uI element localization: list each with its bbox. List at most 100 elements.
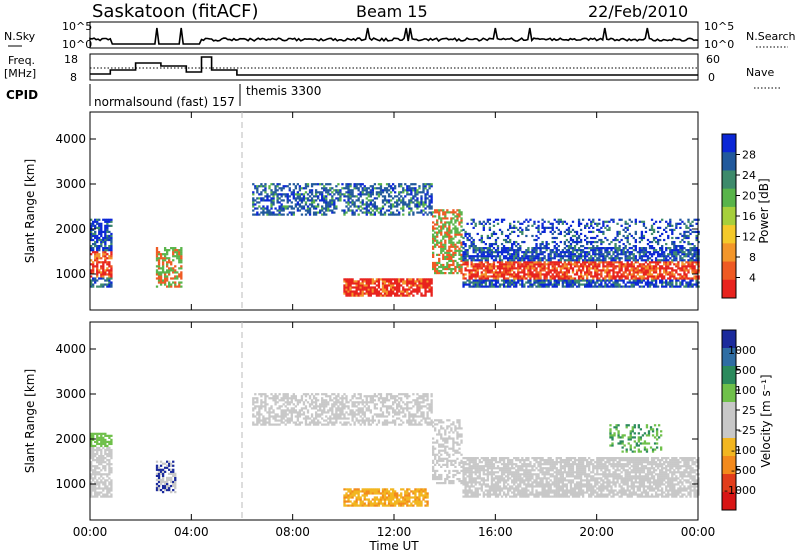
- heatmap-cell: [458, 223, 461, 226]
- heatmap-cell: [351, 290, 354, 293]
- heatmap-cell: [436, 233, 439, 236]
- heatmap-cell: [448, 272, 451, 275]
- heatmap-cell: [422, 209, 425, 212]
- heatmap-cell: [321, 401, 324, 404]
- heatmap-cell: [180, 285, 183, 288]
- heatmap-cell: [159, 468, 163, 471]
- heatmap-cell: [695, 271, 698, 274]
- heatmap-cell: [339, 191, 342, 194]
- heatmap-cell: [381, 294, 385, 297]
- heatmap-cell: [96, 285, 99, 288]
- heatmap-cell: [482, 285, 485, 288]
- heatmap-cell: [468, 234, 471, 238]
- heatmap-cell: [626, 275, 629, 278]
- heatmap-cell: [517, 281, 520, 284]
- station-title: Saskatoon (fitACF): [92, 1, 259, 22]
- heatmap-cell: [464, 230, 467, 234]
- heatmap-cell: [614, 265, 617, 268]
- heatmap-cell: [452, 263, 455, 267]
- heatmap-cell: [353, 401, 356, 404]
- heatmap-cell: [298, 209, 302, 212]
- heatmap-cell: [304, 213, 308, 216]
- heatmap-cell: [675, 271, 678, 274]
- heatmap-cell: [500, 230, 504, 234]
- heatmap-cell: [606, 279, 609, 282]
- heatmap-cell: [618, 253, 621, 256]
- heatmap-cell: [343, 393, 346, 396]
- heatmap-cell: [168, 484, 171, 488]
- heatmap-cell: [500, 265, 504, 268]
- freq-tick-high: 18: [64, 53, 78, 66]
- heatmap-cell: [577, 249, 581, 252]
- heatmap-cell: [650, 275, 654, 278]
- heatmap-cell: [321, 409, 324, 412]
- heatmap-cell: [335, 419, 338, 422]
- heatmap-cell: [282, 397, 285, 400]
- heatmap-cell: [539, 273, 542, 276]
- heatmap-cell: [482, 228, 485, 231]
- heatmap-cell: [606, 238, 609, 242]
- heatmap-cell: [523, 263, 526, 266]
- heatmap-cell: [424, 286, 427, 289]
- heatmap-cell: [586, 275, 589, 278]
- heatmap-cell: [343, 213, 346, 216]
- heatmap-cell: [571, 271, 575, 274]
- heatmap-cell: [381, 191, 385, 194]
- heatmap-cell: [345, 286, 348, 289]
- heatmap-cell: [351, 282, 354, 285]
- heatmap-cell: [323, 201, 326, 204]
- heatmap-cell: [594, 271, 597, 274]
- heatmap-cell: [387, 183, 391, 186]
- heatmap-cell: [371, 187, 375, 190]
- heatmap-cell: [359, 294, 362, 297]
- heatmap-cell: [418, 278, 421, 281]
- heatmap-cell: [567, 277, 571, 280]
- heatmap-cell: [92, 269, 95, 272]
- heatmap-cell: [294, 395, 297, 398]
- heatmap-cell: [341, 411, 344, 414]
- heatmap-cell: [642, 267, 646, 270]
- heatmap-cell: [290, 193, 293, 196]
- heatmap-cell: [266, 421, 269, 424]
- heatmap-cell: [377, 191, 381, 194]
- heatmap-cell: [172, 482, 175, 486]
- heatmap-cell: [517, 242, 520, 246]
- heatmap-cell: [98, 491, 101, 494]
- heatmap-cell: [525, 263, 528, 266]
- heatmap-cell: [178, 275, 181, 278]
- heatmap-cell: [274, 213, 277, 216]
- heatmap-cell: [333, 193, 336, 196]
- heatmap-cell: [343, 193, 346, 196]
- heatmap-cell: [513, 273, 516, 276]
- heatmap-cell: [460, 255, 463, 258]
- heatmap-cell: [592, 249, 595, 252]
- heatmap-cell: [596, 281, 599, 284]
- heatmap-cell: [683, 247, 686, 250]
- heatmap-cell: [685, 230, 688, 234]
- heatmap-cell: [470, 255, 473, 258]
- heatmap-cell: [695, 255, 698, 258]
- heatmap-cell: [606, 261, 609, 264]
- heatmap-cell: [108, 487, 111, 490]
- heatmap-cell: [618, 283, 621, 286]
- heatmap-cell: [650, 232, 654, 236]
- heatmap-cell: [161, 486, 165, 490]
- heatmap-cell: [270, 203, 273, 206]
- heatmap-cell: [531, 265, 534, 268]
- heatmap-cell: [110, 452, 113, 456]
- heatmap-cell: [577, 240, 581, 244]
- heatmap-cell: [108, 452, 111, 456]
- heatmap-cell: [92, 438, 95, 441]
- heatmap-cell: [422, 183, 425, 186]
- heatmap-cell: [549, 283, 552, 286]
- heatmap-cell: [586, 281, 589, 284]
- heatmap-cell: [691, 259, 694, 262]
- heatmap-cell: [373, 203, 377, 206]
- heatmap-cell: [276, 185, 279, 188]
- heatmap-cell: [306, 409, 310, 412]
- heatmap-cell: [442, 217, 445, 220]
- heatmap-cell: [416, 290, 419, 293]
- heatmap-cell: [648, 240, 652, 244]
- heatmap-cell: [102, 455, 105, 458]
- heatmap-cell: [434, 215, 437, 218]
